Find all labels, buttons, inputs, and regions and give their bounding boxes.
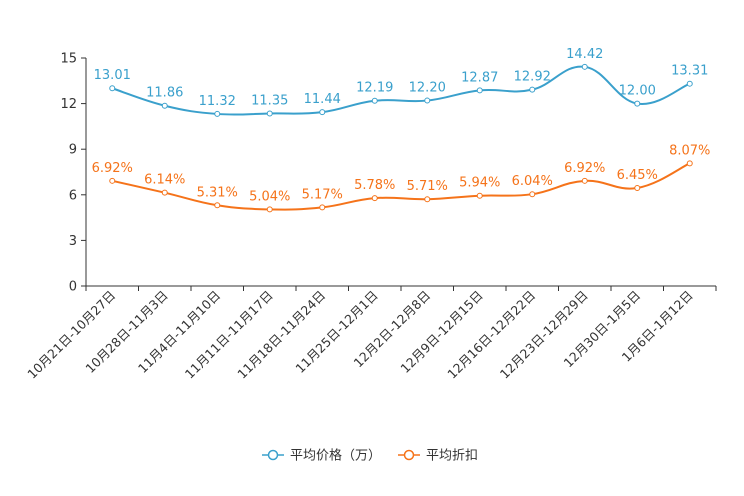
data-label: 12.20 [409,81,446,96]
y-tick-label: 12 [60,97,77,112]
data-label: 12.92 [514,70,551,85]
data-point[interactable] [161,189,168,196]
data-point[interactable] [214,110,221,117]
data-point[interactable] [266,110,273,117]
data-point[interactable] [161,102,168,109]
data-point[interactable] [686,160,693,167]
data-label: 5.17% [302,187,343,202]
legend-item-0[interactable]: 平均价格（万） [262,448,381,464]
y-tick-label: 15 [60,52,77,67]
x-tick-label: 10月21日-10月27日 [24,288,118,382]
data-label: 11.44 [304,92,341,107]
data-label: 5.78% [354,178,395,193]
data-label: 12.87 [461,70,498,85]
data-label: 6.92% [92,161,133,176]
data-point[interactable] [581,63,588,70]
data-point[interactable] [109,85,116,92]
legend-label: 平均折扣 [426,449,478,464]
series-line [112,162,691,211]
y-tick-label: 6 [69,188,77,203]
data-label: 6.92% [564,161,605,176]
series-group: 13.01 11.86 11.32 11.35 11.44 12.19 12.20 12.87… [92,47,710,213]
data-label: 12.00 [619,84,656,99]
y-tick-label: 0 [69,280,77,295]
legend[interactable]: 平均价格（万） 平均折扣 [262,448,478,464]
data-point[interactable] [424,97,431,104]
data-label: 11.32 [199,94,236,109]
data-label: 5.94% [459,176,500,191]
data-point[interactable] [319,204,326,211]
data-label: 12.19 [356,81,393,96]
data-point[interactable] [266,206,273,213]
legend-item-1[interactable]: 平均折扣 [398,449,478,464]
x-tick-label: 11月11日-11月17日 [182,288,276,382]
data-label: 13.01 [94,68,131,83]
data-label: 5.71% [407,179,448,194]
data-point[interactable] [424,196,431,203]
data-point[interactable] [686,80,693,87]
data-point[interactable] [581,177,588,184]
x-tick-label: 12月16日-12月22日 [444,288,538,382]
data-point[interactable] [634,184,641,191]
legend-label: 平均价格（万） [290,448,381,464]
legend-marker-icon [403,449,415,461]
data-point[interactable] [476,192,483,199]
data-point[interactable] [476,87,483,94]
data-label: 6.14% [144,173,185,188]
data-point[interactable] [109,177,116,184]
data-point[interactable] [371,97,378,104]
data-point[interactable] [319,109,326,116]
data-point[interactable] [371,195,378,202]
data-label: 6.45% [617,168,658,183]
series-0: 13.01 11.86 11.32 11.35 11.44 12.19 12.20 12.87… [94,47,708,117]
data-label: 5.31% [197,185,238,200]
x-tick-label: 11月18日-11月24日 [234,288,328,382]
data-label: 13.31 [671,64,708,79]
data-point[interactable] [214,202,221,209]
legend-marker-icon [267,449,279,461]
data-point[interactable] [634,100,641,107]
y-tick-label: 9 [69,143,77,158]
data-label: 5.04% [249,189,290,204]
data-point[interactable] [529,191,536,198]
data-label: 11.86 [146,86,183,101]
data-label: 8.07% [669,143,710,158]
data-label: 14.42 [566,47,603,62]
series-1: 6.92% 6.14% 5.31% 5.04% 5.17% 5.78% 5.71% 5.94%… [92,143,710,213]
y-tick-label: 3 [69,234,77,249]
data-point[interactable] [529,86,536,93]
data-label: 6.04% [512,174,553,189]
x-tick-label: 12月23日-12月29日 [497,288,591,382]
data-label: 11.35 [251,93,288,108]
